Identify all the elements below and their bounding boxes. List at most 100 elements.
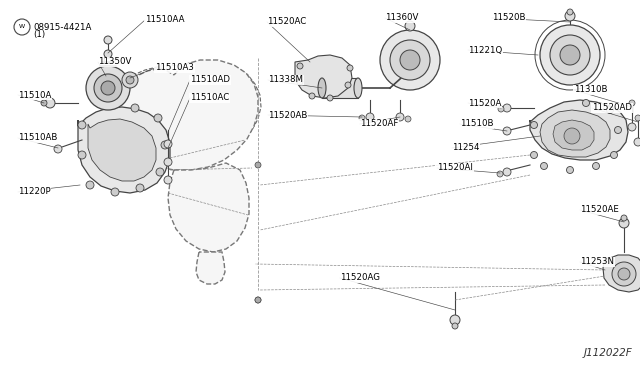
Text: 11520AF: 11520AF bbox=[360, 119, 398, 128]
Text: 11520AG: 11520AG bbox=[340, 273, 380, 282]
Circle shape bbox=[156, 168, 164, 176]
Circle shape bbox=[405, 116, 411, 122]
Circle shape bbox=[582, 99, 589, 106]
Circle shape bbox=[635, 115, 640, 121]
Circle shape bbox=[161, 141, 169, 149]
Text: 11510AC: 11510AC bbox=[190, 93, 229, 103]
Circle shape bbox=[122, 72, 138, 88]
Polygon shape bbox=[603, 255, 640, 292]
Circle shape bbox=[611, 151, 618, 158]
Circle shape bbox=[111, 188, 119, 196]
Text: 11520AB: 11520AB bbox=[268, 110, 307, 119]
Polygon shape bbox=[322, 78, 358, 98]
Circle shape bbox=[567, 9, 573, 15]
Circle shape bbox=[41, 100, 47, 106]
Circle shape bbox=[164, 158, 172, 166]
Text: 11221Q: 11221Q bbox=[468, 45, 502, 55]
Circle shape bbox=[550, 35, 590, 75]
Circle shape bbox=[255, 162, 261, 168]
Text: 11350V: 11350V bbox=[98, 58, 131, 67]
Circle shape bbox=[565, 11, 575, 21]
Text: 11310B: 11310B bbox=[574, 86, 607, 94]
Polygon shape bbox=[295, 55, 352, 98]
Circle shape bbox=[14, 19, 30, 35]
Circle shape bbox=[503, 104, 511, 112]
Circle shape bbox=[531, 122, 538, 128]
Circle shape bbox=[618, 268, 630, 280]
Circle shape bbox=[452, 323, 458, 329]
Text: 11520AI: 11520AI bbox=[437, 164, 473, 173]
Circle shape bbox=[400, 50, 420, 70]
Circle shape bbox=[366, 113, 374, 121]
Circle shape bbox=[347, 65, 353, 71]
Circle shape bbox=[612, 262, 636, 286]
Circle shape bbox=[497, 171, 503, 177]
Text: 11360V: 11360V bbox=[385, 13, 419, 22]
Polygon shape bbox=[540, 110, 610, 157]
Circle shape bbox=[560, 45, 580, 65]
Circle shape bbox=[540, 25, 600, 85]
Circle shape bbox=[86, 66, 130, 110]
Text: 11520AC: 11520AC bbox=[267, 17, 307, 26]
Text: 11520A: 11520A bbox=[468, 99, 501, 108]
Text: 11510A: 11510A bbox=[18, 90, 51, 99]
Circle shape bbox=[86, 181, 94, 189]
Circle shape bbox=[541, 163, 547, 170]
Text: 11510AD: 11510AD bbox=[190, 76, 230, 84]
Text: 11510A3: 11510A3 bbox=[155, 64, 194, 73]
Circle shape bbox=[621, 215, 627, 221]
Text: 11510AB: 11510AB bbox=[18, 134, 58, 142]
Circle shape bbox=[593, 163, 600, 170]
Text: 11510B: 11510B bbox=[460, 119, 493, 128]
Text: 11220P: 11220P bbox=[18, 187, 51, 196]
Circle shape bbox=[327, 95, 333, 101]
Circle shape bbox=[255, 297, 261, 303]
Circle shape bbox=[154, 114, 162, 122]
Circle shape bbox=[390, 40, 430, 80]
Circle shape bbox=[359, 115, 365, 121]
Ellipse shape bbox=[318, 78, 326, 98]
Polygon shape bbox=[118, 60, 258, 170]
Circle shape bbox=[309, 93, 315, 99]
Circle shape bbox=[136, 184, 144, 192]
Circle shape bbox=[255, 297, 261, 303]
Polygon shape bbox=[553, 120, 594, 150]
Polygon shape bbox=[78, 107, 170, 193]
Polygon shape bbox=[196, 252, 225, 284]
Circle shape bbox=[450, 315, 460, 325]
Circle shape bbox=[503, 127, 511, 135]
Text: 11338M: 11338M bbox=[268, 76, 303, 84]
Circle shape bbox=[629, 100, 635, 106]
Circle shape bbox=[564, 128, 580, 144]
Circle shape bbox=[566, 167, 573, 173]
Circle shape bbox=[619, 218, 629, 228]
Circle shape bbox=[297, 63, 303, 69]
Circle shape bbox=[101, 81, 115, 95]
Circle shape bbox=[104, 36, 112, 44]
Circle shape bbox=[126, 76, 134, 84]
Polygon shape bbox=[102, 62, 261, 169]
Text: 11520AE: 11520AE bbox=[580, 205, 619, 215]
Circle shape bbox=[634, 138, 640, 146]
Text: 11510AA: 11510AA bbox=[145, 16, 184, 25]
Circle shape bbox=[380, 30, 440, 90]
Polygon shape bbox=[168, 163, 249, 252]
Text: 11520B: 11520B bbox=[492, 13, 525, 22]
Text: (1): (1) bbox=[33, 31, 45, 39]
Circle shape bbox=[607, 106, 614, 113]
Circle shape bbox=[531, 151, 538, 158]
Circle shape bbox=[345, 82, 351, 88]
Circle shape bbox=[78, 151, 86, 159]
Circle shape bbox=[78, 121, 86, 129]
Text: 11253N: 11253N bbox=[580, 257, 614, 266]
Circle shape bbox=[498, 106, 504, 112]
Text: J112022F: J112022F bbox=[583, 348, 632, 358]
Circle shape bbox=[104, 50, 112, 58]
Circle shape bbox=[54, 145, 62, 153]
Circle shape bbox=[164, 176, 172, 184]
Circle shape bbox=[94, 74, 122, 102]
Circle shape bbox=[297, 79, 303, 85]
Circle shape bbox=[628, 123, 636, 131]
Polygon shape bbox=[530, 100, 628, 160]
Circle shape bbox=[131, 104, 139, 112]
